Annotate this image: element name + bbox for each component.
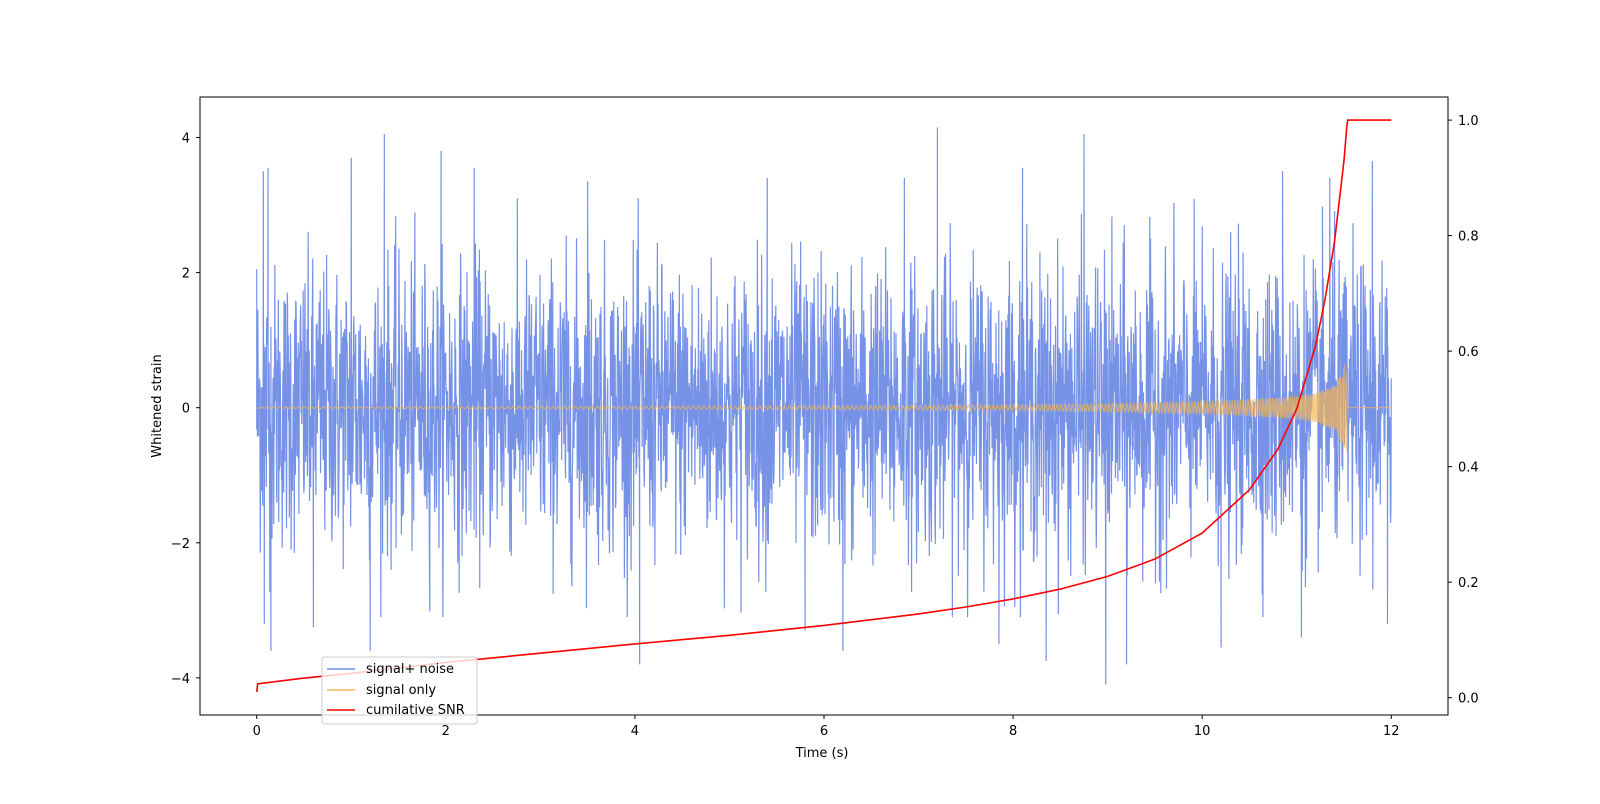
signal-only-series bbox=[256, 364, 1392, 452]
y-axis-left-ticks: −4 −2 0 2 4 bbox=[171, 132, 200, 687]
x-tick-label: 8 bbox=[1009, 724, 1017, 739]
y-right-tick-label: 0.8 bbox=[1458, 230, 1479, 245]
y-axis-label: Whitened strain bbox=[150, 354, 165, 457]
x-tick-label: 10 bbox=[1194, 724, 1211, 739]
legend: signal+ noise signal only cumilative SNR bbox=[321, 656, 478, 725]
y-right-tick-label: 1.0 bbox=[1458, 114, 1479, 129]
x-tick-label: 0 bbox=[253, 724, 261, 739]
signal-only-line bbox=[256, 364, 1392, 452]
legend-label-signal-noise: signal+ noise bbox=[366, 662, 454, 677]
y-tick-label: 2 bbox=[182, 267, 190, 282]
y-tick-label: −4 bbox=[171, 672, 190, 687]
legend-label-cumulative-snr: cumilative SNR bbox=[366, 703, 465, 718]
y-right-tick-label: 0.2 bbox=[1458, 576, 1479, 591]
y-tick-label: −2 bbox=[171, 537, 190, 552]
x-tick-label: 6 bbox=[820, 724, 828, 739]
y-right-tick-label: 0.6 bbox=[1458, 345, 1479, 360]
x-axis-label: Time (s) bbox=[795, 746, 849, 761]
x-tick-label: 2 bbox=[442, 724, 450, 739]
y-right-tick-label: 0.4 bbox=[1458, 461, 1479, 476]
signal-noise-series bbox=[256, 127, 1392, 685]
x-axis-ticks: 0 2 4 6 8 10 12 bbox=[253, 715, 1400, 739]
legend-label-signal-only: signal only bbox=[366, 683, 436, 698]
y-tick-label: 4 bbox=[182, 132, 190, 147]
x-tick-label: 12 bbox=[1383, 724, 1400, 739]
y-tick-label: 0 bbox=[182, 402, 190, 417]
signal-noise-line bbox=[256, 127, 1392, 685]
x-tick-label: 4 bbox=[631, 724, 639, 739]
legend-frame bbox=[321, 656, 478, 725]
y-axis-right-ticks: 0.0 0.2 0.4 0.6 0.8 1.0 bbox=[1448, 114, 1479, 707]
y-right-tick-label: 0.0 bbox=[1458, 692, 1479, 707]
